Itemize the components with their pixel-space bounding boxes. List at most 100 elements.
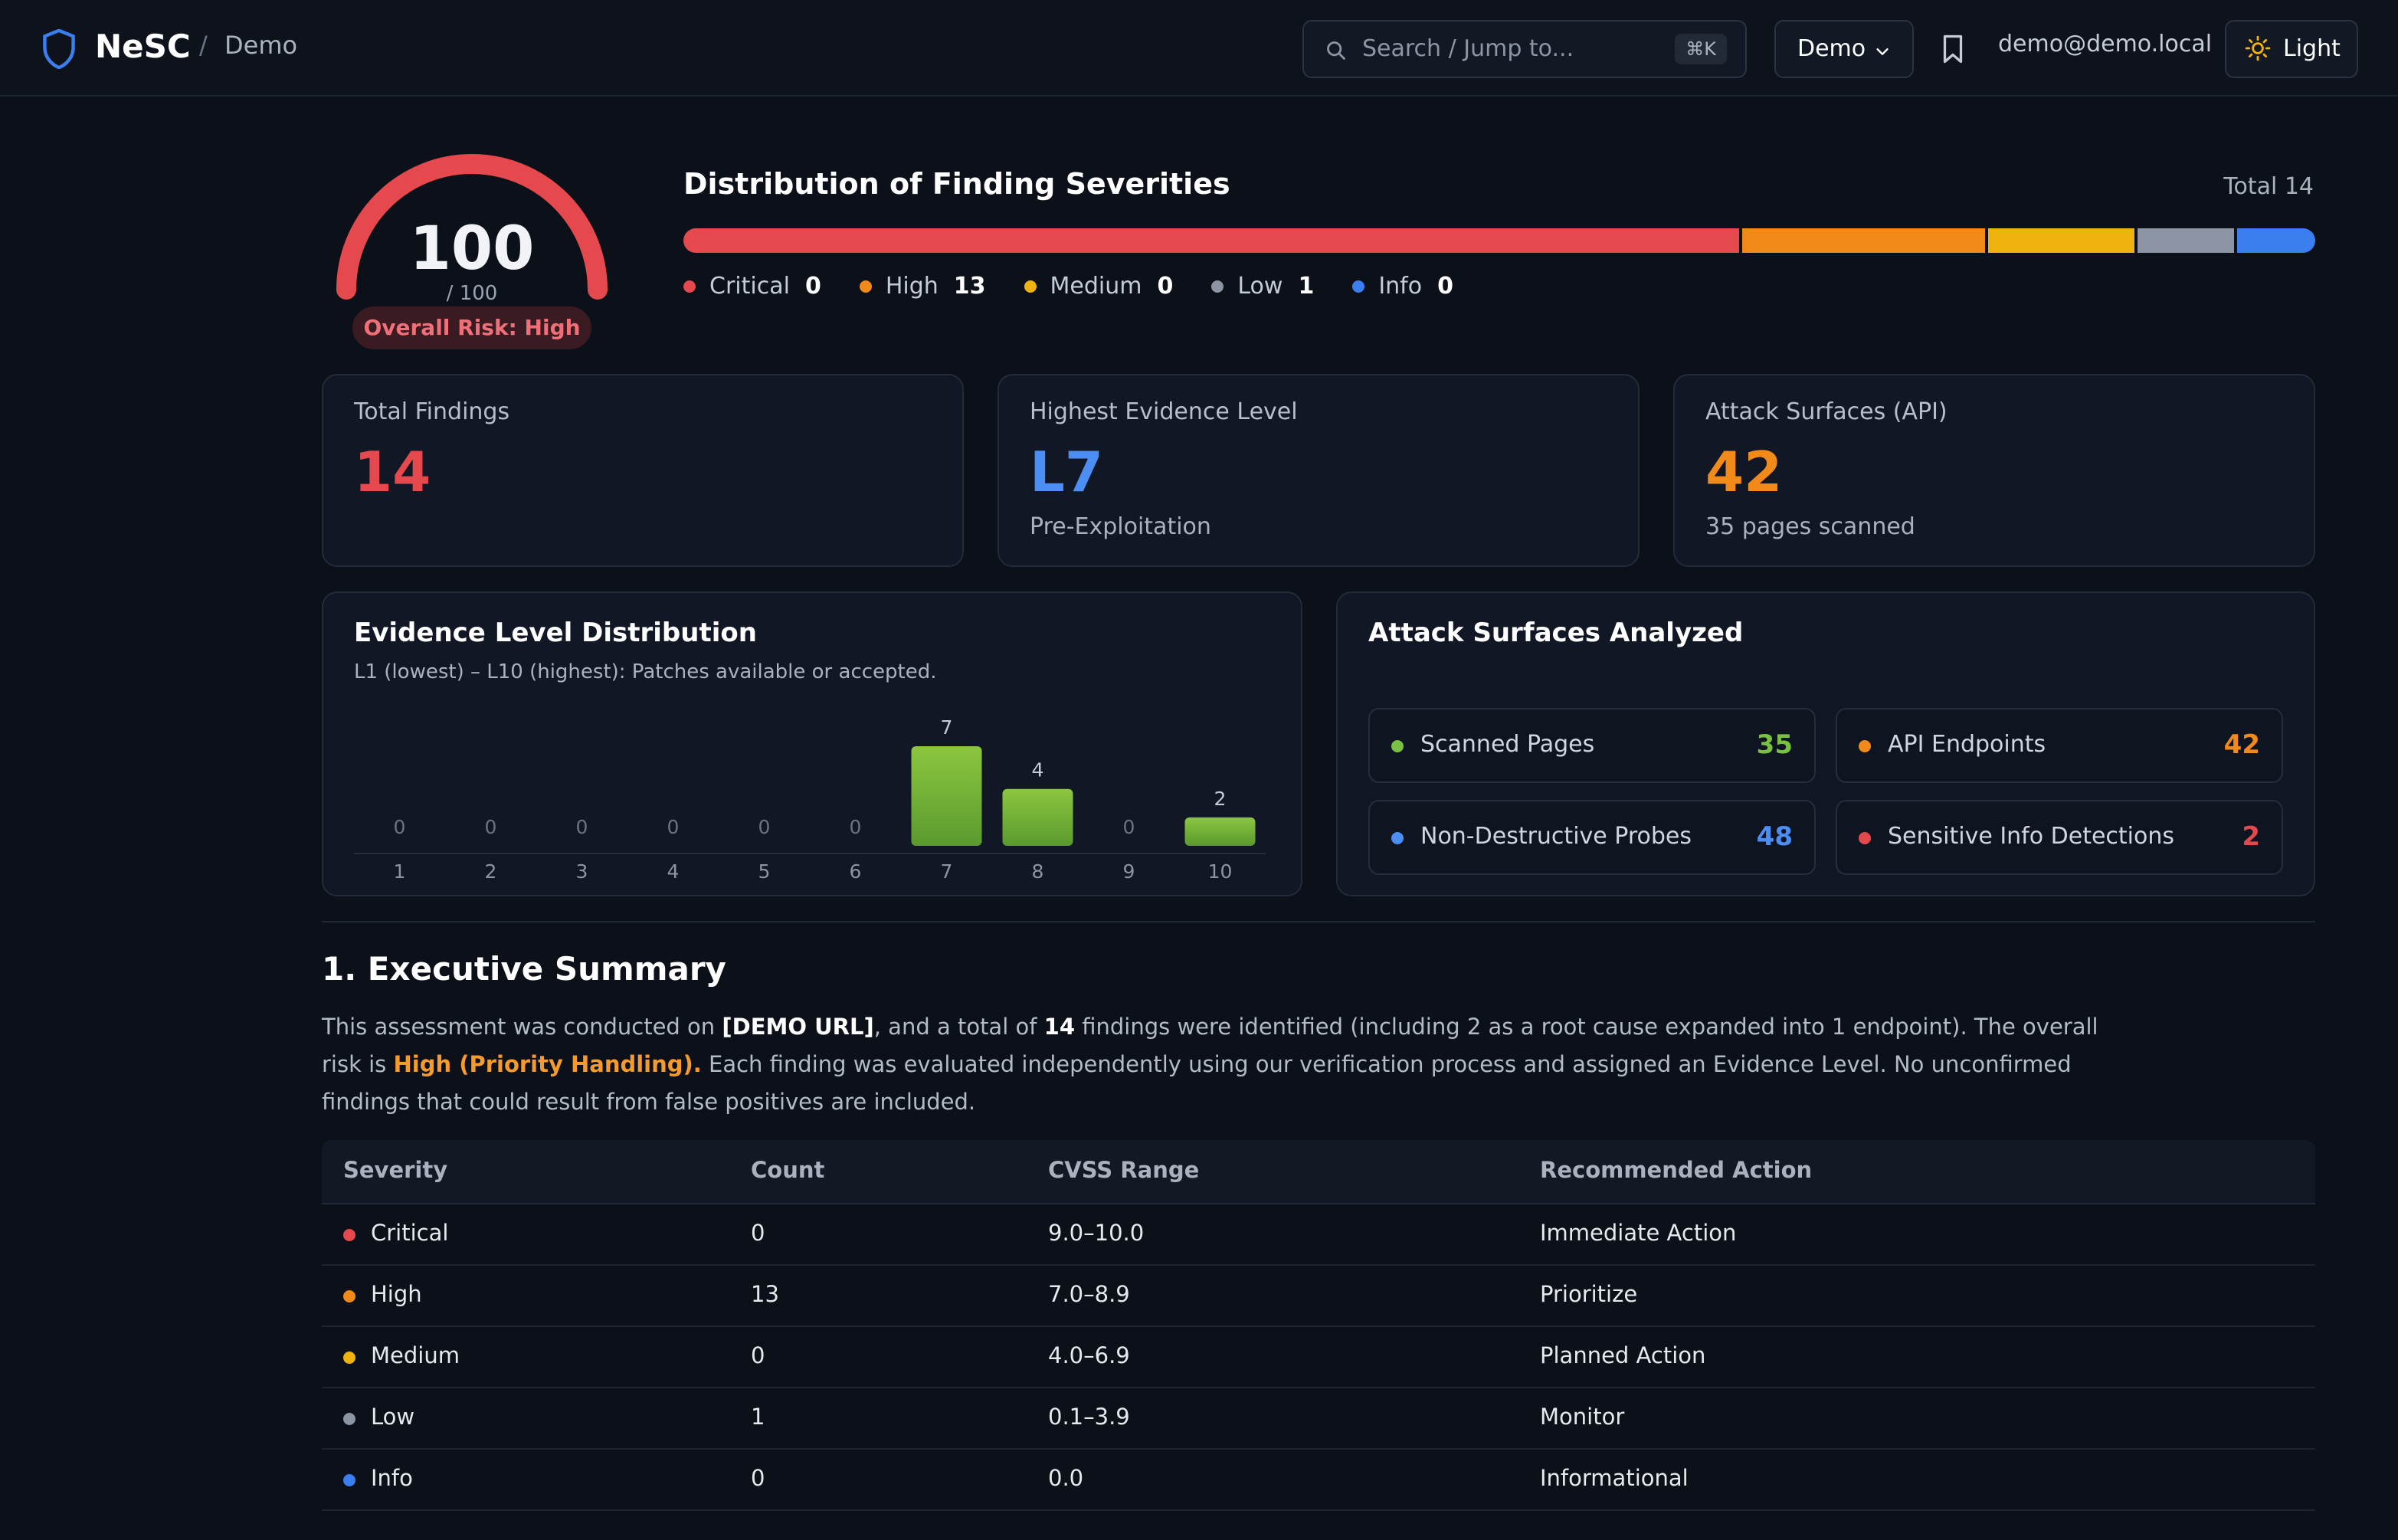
status-dot (1859, 740, 1871, 752)
total-findings-card[interactable]: Total Findings 14 (322, 374, 964, 567)
column-header[interactable]: Count (751, 1157, 825, 1183)
legend-count: 0 (1437, 273, 1453, 300)
column-header[interactable]: CVSS Range (1048, 1157, 1200, 1183)
cvss-cell: 7.0–8.9 (1048, 1281, 1130, 1307)
surface-item-sensitive-info[interactable]: Sensitive Info Detections 2 (1836, 800, 2283, 875)
bar-value-label: 0 (758, 816, 771, 838)
top-bar: NeSC / Demo Search / Jump to... ⌘K Demo … (0, 0, 2398, 97)
status-dot (1391, 832, 1404, 844)
search-shortcut: ⌘K (1675, 34, 1727, 64)
severity-dot (343, 1290, 355, 1302)
severity-dot (343, 1413, 355, 1425)
search-input[interactable]: Search / Jump to... ⌘K (1302, 20, 1747, 78)
legend-item-critical[interactable]: Critical 0 (683, 273, 821, 300)
legend-item-info[interactable]: Info 0 (1352, 273, 1453, 300)
table-row[interactable]: Info 0 0.0 Informational (322, 1450, 2315, 1511)
bar-value-label: 0 (485, 816, 497, 838)
action-cell: Informational (1540, 1465, 1689, 1491)
x-tick-label: 9 (1123, 860, 1135, 883)
severity-segment-info[interactable] (2237, 228, 2315, 253)
distribution-total: Total 14 (2223, 173, 2314, 200)
legend-label: High (885, 273, 939, 300)
bar-value-label: 0 (850, 816, 862, 838)
surface-label: Sensitive Info Detections (1888, 823, 2175, 850)
bar-value-label: 4 (1032, 759, 1044, 781)
surface-label: Non-Destructive Probes (1420, 823, 1692, 850)
severity-segment-high[interactable] (1742, 228, 1986, 253)
surface-value: 42 (2223, 729, 2260, 760)
shield-icon (43, 29, 75, 69)
stat-label: Attack Surfaces (API) (1705, 398, 1948, 425)
legend-item-medium[interactable]: Medium 0 (1024, 273, 1174, 300)
bookmark-icon[interactable] (1941, 34, 1964, 64)
x-tick-label: 2 (485, 860, 497, 883)
sun-icon (2245, 35, 2271, 61)
x-tick-label: 5 (758, 860, 771, 883)
severity-cell: Critical (371, 1220, 449, 1246)
summary-risk: High (Priority Handling). (393, 1051, 702, 1077)
count-cell: 1 (751, 1404, 765, 1430)
brand-name[interactable]: NeSC (95, 28, 191, 65)
section-title: 1. Executive Summary (322, 950, 726, 988)
section-divider (322, 921, 2315, 922)
severity-cell: Medium (371, 1342, 460, 1368)
column-header[interactable]: Severity (343, 1157, 448, 1183)
search-placeholder: Search / Jump to... (1362, 35, 1574, 62)
breadcrumb[interactable]: Demo (224, 31, 298, 60)
table-row[interactable]: High 13 7.0–8.9 Prioritize (322, 1266, 2315, 1327)
legend-dot (1211, 280, 1224, 293)
severity-legend: Critical 0 High 13 Medium 0 Low 1 Info 0 (683, 273, 1453, 300)
surface-item-api-endpoints[interactable]: API Endpoints 42 (1836, 708, 2283, 783)
severity-table: Severity Count CVSS Range Recommended Ac… (322, 1140, 2315, 1511)
table-row[interactable]: Medium 0 4.0–6.9 Planned Action (322, 1327, 2315, 1388)
severity-cell: Low (371, 1404, 415, 1430)
legend-label: Critical (709, 273, 790, 300)
table-row[interactable]: Critical 0 9.0–10.0 Immediate Action (322, 1204, 2315, 1266)
gauge-fill (336, 154, 608, 300)
summary-count: 14 (1043, 1014, 1076, 1040)
legend-item-low[interactable]: Low 1 (1211, 273, 1314, 300)
action-cell: Immediate Action (1540, 1220, 1737, 1246)
cvss-cell: 9.0–10.0 (1048, 1220, 1145, 1246)
severity-segment-medium[interactable] (1988, 228, 2134, 253)
summary-url: [DEMO URL] (722, 1014, 874, 1040)
severity-cell: High (371, 1281, 422, 1307)
legend-count: 1 (1298, 273, 1315, 300)
surface-value: 2 (2242, 821, 2260, 852)
bar[interactable] (1002, 788, 1073, 846)
legend-item-high[interactable]: High 13 (859, 273, 986, 300)
bar-value-label: 0 (1123, 816, 1135, 838)
legend-label: Medium (1050, 273, 1142, 300)
surface-item-probes[interactable]: Non-Destructive Probes 48 (1368, 800, 1816, 875)
severity-segment-low[interactable] (2137, 228, 2235, 253)
severity-distribution-bar (683, 228, 2315, 253)
stat-label: Highest Evidence Level (1030, 398, 1298, 425)
severity-dot (343, 1229, 355, 1241)
workspace-select[interactable]: Demo (1774, 20, 1914, 78)
count-cell: 0 (751, 1465, 765, 1491)
column-header[interactable]: Recommended Action (1540, 1157, 1813, 1183)
evidence-level-card[interactable]: Highest Evidence Level L7 Pre-Exploitati… (998, 374, 1640, 567)
user-email[interactable]: demo@demo.local (1998, 31, 2213, 57)
table-row[interactable]: Low 1 0.1–3.9 Monitor (322, 1388, 2315, 1450)
bar[interactable] (1184, 817, 1256, 846)
bar[interactable] (911, 746, 982, 846)
panel-title: Attack Surfaces Analyzed (1368, 618, 1744, 648)
action-cell: Monitor (1540, 1404, 1625, 1430)
theme-label: Light (2283, 35, 2341, 62)
summary-paragraph: This assessment was conducted on [DEMO U… (322, 1008, 2138, 1121)
workspace-label: Demo (1797, 35, 1866, 62)
legend-count: 0 (1157, 273, 1174, 300)
x-tick-label: 1 (394, 860, 406, 883)
attack-surfaces-card[interactable]: Attack Surfaces (API) 42 35 pages scanne… (1673, 374, 2315, 567)
surface-label: Scanned Pages (1420, 731, 1595, 758)
legend-dot (683, 280, 696, 293)
severity-segment-critical[interactable] (683, 228, 1740, 253)
surface-item-scanned-pages[interactable]: Scanned Pages 35 (1368, 708, 1816, 783)
table-header: Severity Count CVSS Range Recommended Ac… (322, 1140, 2315, 1204)
evidence-distribution-panel: Evidence Level Distribution L1 (lowest) … (322, 591, 1302, 896)
bar-value-label: 7 (941, 716, 953, 739)
theme-toggle-button[interactable]: Light (2225, 20, 2358, 78)
bar-value-label: 0 (667, 816, 680, 838)
